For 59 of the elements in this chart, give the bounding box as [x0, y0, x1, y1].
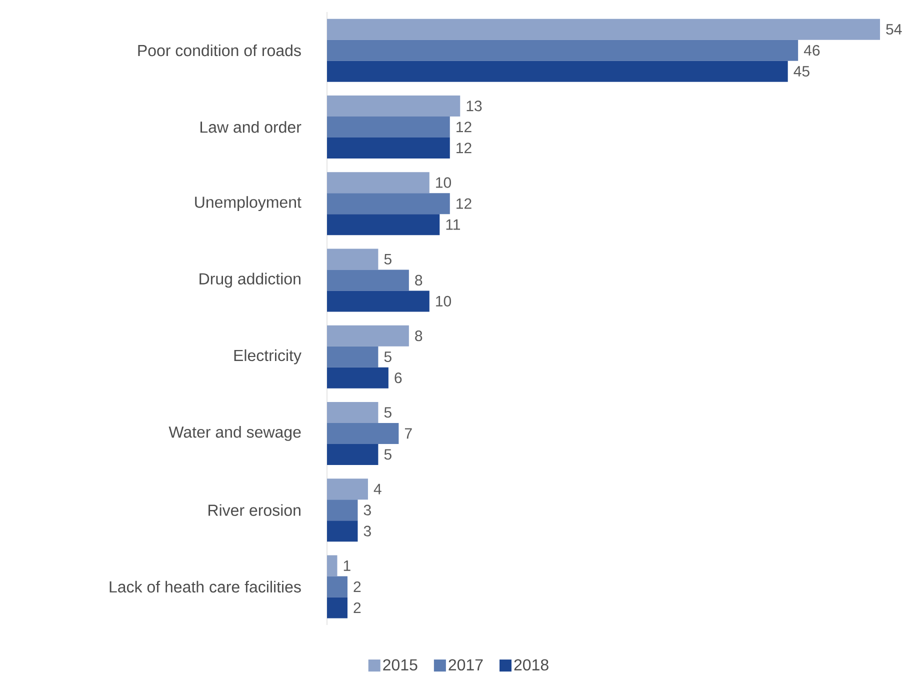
bar [327, 40, 798, 61]
y-tick-label: Electricity [234, 349, 302, 364]
data-label: 5 [384, 254, 392, 264]
legend-label: 2018 [514, 659, 548, 671]
y-tick-label: Poor condition of roads [138, 44, 301, 56]
data-label: 4 [374, 484, 382, 494]
data-label: 5 [384, 352, 392, 362]
bar [327, 576, 348, 598]
data-label: 10 [436, 296, 452, 307]
bar [327, 60, 788, 82]
bar [327, 290, 430, 312]
data-label: 10 [436, 177, 452, 188]
bar [327, 214, 440, 236]
bar [327, 18, 880, 40]
data-label: 1 [344, 560, 350, 571]
data-label: 6 [394, 372, 402, 384]
bar [327, 597, 348, 618]
y-tick-label: Water and sewage [168, 426, 301, 441]
bar [327, 367, 388, 388]
data-label: 54 [886, 24, 902, 35]
bar [327, 478, 368, 500]
bar [327, 172, 430, 194]
y-tick-label: Lack of heath care facilities [110, 580, 301, 593]
data-label: 12 [456, 122, 472, 132]
legend-label: 2017 [448, 659, 483, 671]
y-tick-label: Unemployment [195, 196, 302, 212]
data-label: 13 [466, 100, 482, 112]
data-label: 2 [354, 602, 361, 613]
bar [327, 402, 378, 423]
data-label: 2 [354, 581, 361, 592]
bar [327, 270, 409, 291]
data-label: 5 [384, 449, 392, 460]
bar [327, 444, 378, 465]
data-label: 8 [415, 274, 422, 286]
bar [327, 248, 378, 270]
y-tick-label: Drug addiction [200, 272, 300, 288]
legend-label: 2015 [383, 659, 418, 671]
bar [327, 137, 450, 158]
bar [327, 325, 409, 346]
data-label: 12 [456, 198, 472, 209]
data-label: 11 [446, 219, 460, 230]
data-label: 45 [794, 66, 810, 77]
bar [327, 95, 460, 116]
bar [327, 555, 338, 576]
bar [327, 116, 450, 138]
bar [327, 500, 358, 521]
bar [327, 346, 378, 368]
data-label: 3 [364, 504, 371, 516]
bar [327, 520, 358, 542]
bar [327, 193, 450, 214]
y-tick-label: Law and order [200, 121, 302, 133]
data-label: 3 [364, 526, 371, 536]
data-label: 46 [804, 45, 820, 56]
data-label: 8 [415, 330, 422, 342]
data-label: 5 [384, 407, 392, 418]
data-label: 12 [456, 142, 472, 154]
y-tick-label: River erosion [208, 504, 300, 516]
data-label: 7 [404, 428, 412, 439]
bar [327, 422, 399, 444]
